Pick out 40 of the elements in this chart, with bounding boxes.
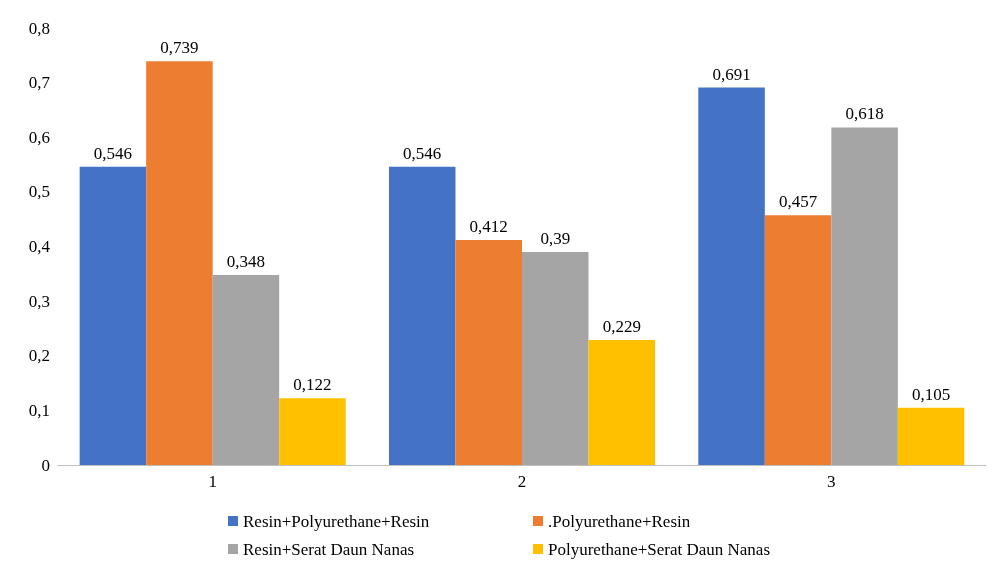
x-tick-label: 3 [827, 472, 836, 491]
bar [522, 251, 589, 465]
data-label: 0,348 [226, 251, 266, 271]
data-label: 0,229 [602, 316, 641, 336]
bar [279, 398, 346, 465]
legend-label: .Polyurethane+Resin [548, 511, 691, 531]
y-tick-label: 0,7 [28, 73, 51, 93]
bar [698, 87, 765, 465]
data-label: 0,739 [160, 38, 199, 58]
data-label: 0,457 [778, 192, 818, 212]
y-tick-label: 0,8 [28, 18, 50, 38]
y-tick-label: 0 [41, 455, 50, 475]
bar [455, 239, 522, 465]
y-tick-label: 0,6 [28, 127, 50, 147]
data-label: 0,412 [469, 216, 508, 236]
bar [388, 166, 456, 465]
bar [831, 127, 898, 465]
legend-label: Resin+Polyurethane+Resin [243, 511, 430, 531]
legend-label: Resin+Serat Daun Nanas [243, 539, 415, 559]
data-label: 0,122 [293, 375, 332, 395]
y-tick-label: 0,3 [28, 291, 50, 311]
bar [79, 166, 147, 465]
y-tick-label: 0,2 [28, 346, 50, 366]
y-tick-label: 0,5 [28, 182, 50, 202]
data-label: 0,546 [93, 143, 133, 163]
x-tick-label: 1 [208, 472, 217, 491]
bar [897, 407, 965, 465]
x-tick-label: 2 [517, 472, 527, 491]
legend-label: Polyurethane+Serat Daun Nanas [548, 539, 771, 559]
y-tick-label: 0,4 [28, 237, 51, 256]
data-label: 0,546 [403, 143, 442, 163]
bar [146, 61, 213, 465]
data-label: 0,105 [911, 384, 951, 404]
data-label: 0,618 [845, 104, 884, 124]
bar [212, 274, 280, 465]
bar [588, 339, 656, 465]
bar [764, 215, 832, 465]
data-label: 0,691 [712, 64, 751, 84]
y-tick-label: 0,1 [28, 400, 50, 420]
data-label: 0,39 [540, 228, 571, 248]
